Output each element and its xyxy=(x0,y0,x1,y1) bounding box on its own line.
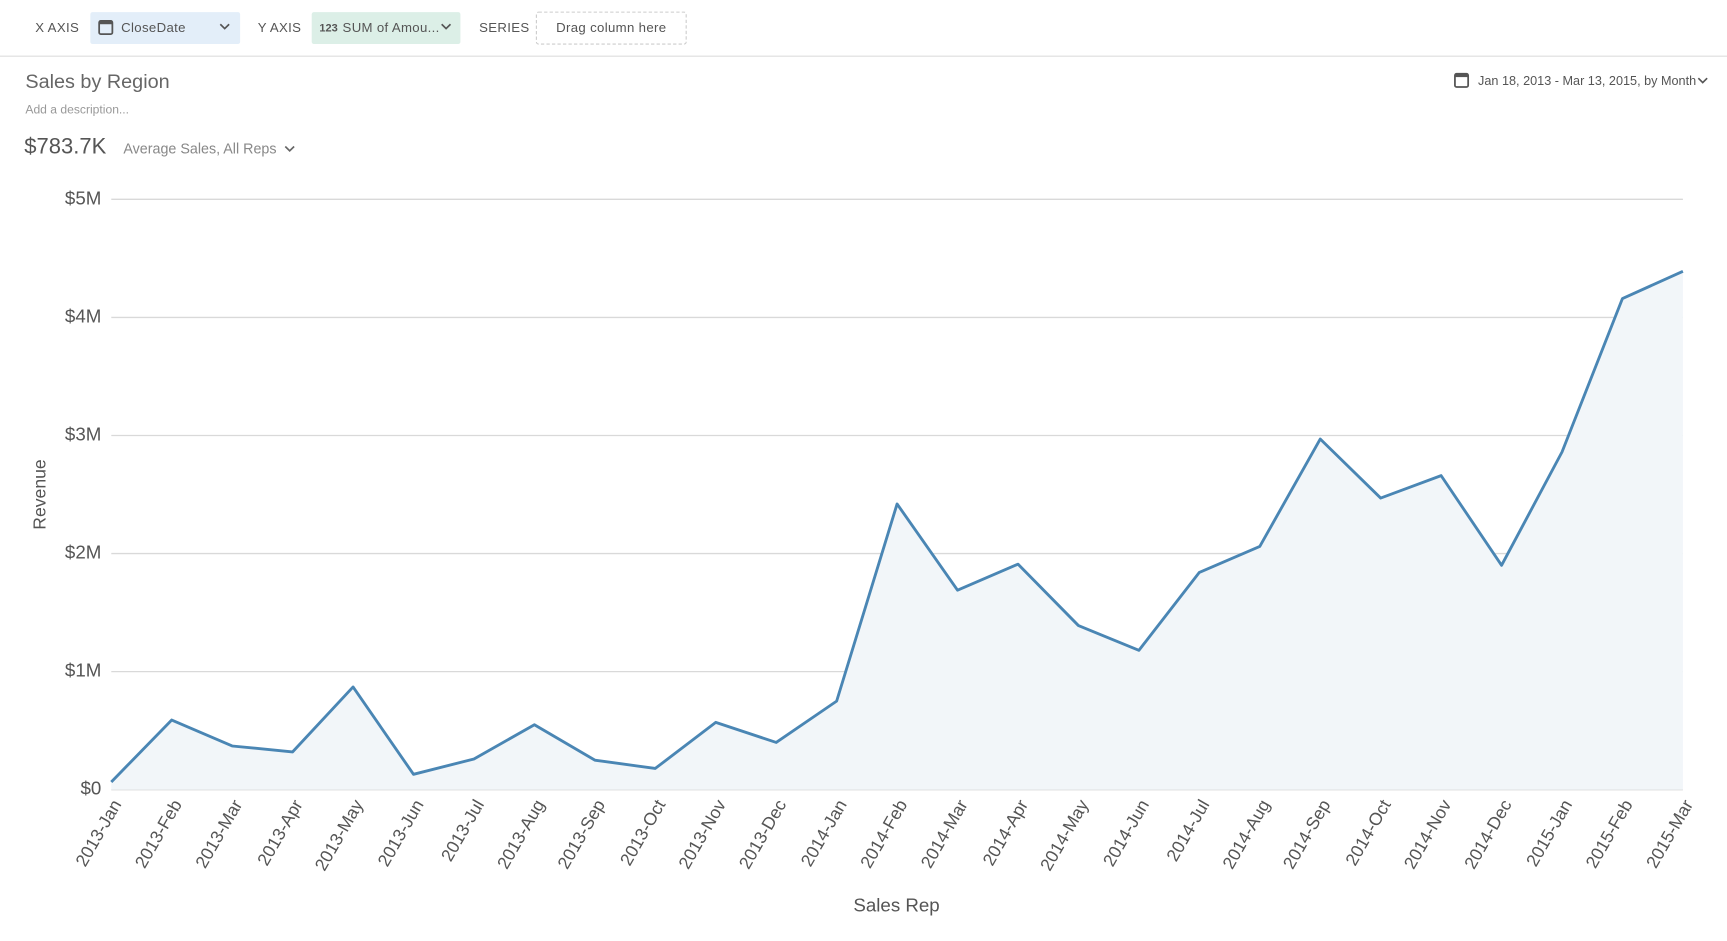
x-tick-label: 2014-Aug xyxy=(1218,796,1274,872)
x-tick-label: 2013-Jul xyxy=(437,796,488,865)
x-tick-label: 2013-Apr xyxy=(253,796,307,869)
x-axis-title: Sales Rep xyxy=(853,894,939,915)
chevron xyxy=(284,145,295,153)
toolbar xyxy=(0,0,1727,57)
x-tick-label: 2013-Dec xyxy=(735,796,791,872)
x-tick-label: 2014-Apr xyxy=(979,796,1033,869)
y-axis-label: Y AXIS xyxy=(258,20,302,35)
x-tick-label: 2014-Dec xyxy=(1460,796,1516,872)
x-tick-label: 2013-Feb xyxy=(131,796,186,871)
chart-title[interactable]: Sales by Region xyxy=(25,71,169,93)
series-drop-zone[interactable] xyxy=(535,11,687,45)
series-placeholder: Drag column here xyxy=(556,20,666,35)
calendar-icon-top xyxy=(99,20,113,25)
series-label: SERIES xyxy=(479,20,529,35)
x-tick-label: 2013-Oct xyxy=(616,796,670,869)
y-tick-label: $4M xyxy=(65,305,101,326)
calendar-icon-top xyxy=(1454,73,1469,78)
x-tick-label: 2013-Jan xyxy=(71,796,125,870)
x-tick-label: 2013-Mar xyxy=(191,796,246,871)
metric-value: $783.7K xyxy=(24,133,106,158)
chevron xyxy=(219,23,230,30)
x-tick-label: 2014-Nov xyxy=(1400,796,1456,872)
x-tick-label: 2013-Nov xyxy=(674,796,730,872)
y-tick-label: $2M xyxy=(65,541,101,562)
chevron xyxy=(1697,77,1708,84)
y-axis-field[interactable] xyxy=(311,12,461,45)
metric-label[interactable]: Average Sales, All Reps xyxy=(123,142,276,158)
y-tick-label: $5M xyxy=(65,187,101,208)
y-tick-label: $0 xyxy=(81,778,102,799)
x-tick-label: 2013-Aug xyxy=(493,796,549,872)
x-tick-label: 2014-Jul xyxy=(1162,796,1213,865)
x-tick-label: 2013-May xyxy=(311,796,368,874)
x-tick-label: 2015-Jan xyxy=(1522,796,1576,870)
date-range[interactable]: Jan 18, 2013 - Mar 13, 2015, by Month xyxy=(1478,74,1696,88)
x-axis-field[interactable] xyxy=(90,12,241,45)
x-tick-label: 2014-Jan xyxy=(797,796,851,870)
x-tick-label: 2015-Feb xyxy=(1582,796,1637,871)
y-tick-label: $1M xyxy=(65,660,101,681)
y-tick-label: $3M xyxy=(65,423,101,444)
x-tick-label: 2015-Mar xyxy=(1642,796,1697,871)
x-axis-field-text: CloseDate xyxy=(121,20,186,35)
x-tick-label: 2014-May xyxy=(1036,796,1093,874)
number-icon: 123 xyxy=(319,23,337,35)
area xyxy=(111,271,1683,790)
y-axis-title: Revenue xyxy=(29,459,49,530)
x-axis-label: X AXIS xyxy=(35,20,79,35)
y-axis-field-text: SUM of Amou... xyxy=(343,20,440,35)
x-tick-label: 2013-Jun xyxy=(374,796,428,870)
description[interactable]: Add a description... xyxy=(25,102,129,116)
x-tick-label: 2013-Sep xyxy=(553,796,609,872)
x-tick-label: 2014-Oct xyxy=(1341,796,1395,869)
line xyxy=(110,270,1684,783)
x-tick-label: 2014-Feb xyxy=(856,796,911,871)
chevron xyxy=(441,23,452,30)
x-tick-label: 2014-Jun xyxy=(1099,796,1153,870)
x-tick-label: 2014-Mar xyxy=(917,796,972,871)
x-tick-label: 2014-Sep xyxy=(1279,796,1335,872)
